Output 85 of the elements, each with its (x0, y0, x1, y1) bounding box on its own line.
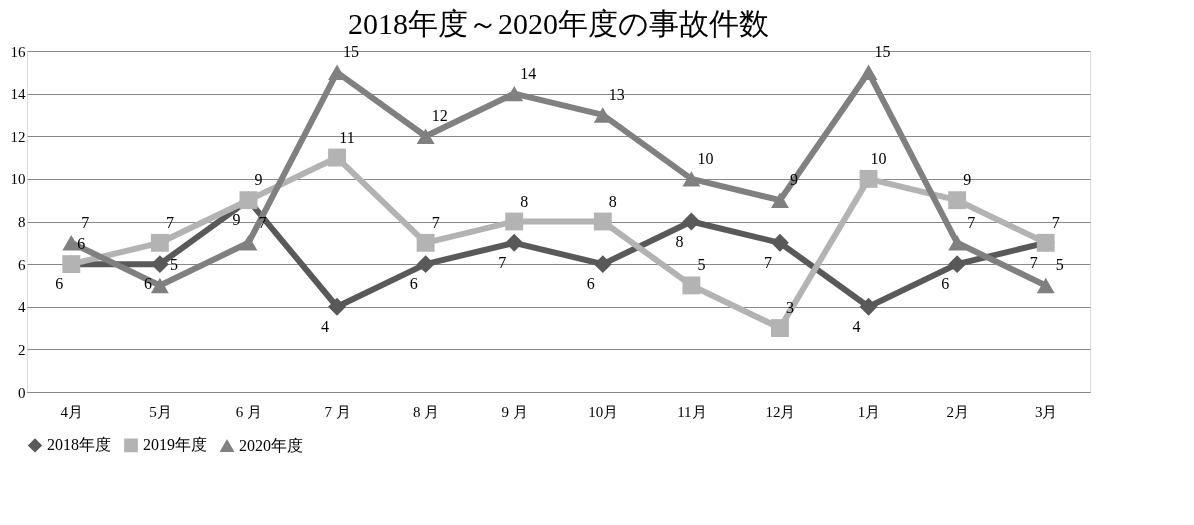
data-label: 15 (343, 43, 360, 61)
data-label: 9 (254, 171, 263, 189)
point (150, 277, 169, 294)
x-tick-label: 1月 (857, 403, 881, 420)
point (239, 235, 258, 251)
data-label: 7 (498, 253, 507, 271)
x-tick-label: 11月 (677, 403, 707, 420)
point (505, 212, 524, 231)
point (416, 128, 435, 144)
point (859, 169, 878, 188)
legend-label: 2020年度 (239, 436, 303, 454)
point (593, 255, 612, 274)
data-label: 14 (520, 64, 537, 82)
point (771, 319, 789, 338)
point (859, 297, 878, 316)
x-tick-label: 8 月 (413, 403, 440, 420)
data-label: 7 (967, 213, 976, 231)
data-label: 7 (431, 213, 440, 231)
data-label: 15 (874, 43, 891, 61)
x-tick-label: 6 月 (235, 403, 263, 420)
data-label: 5 (1055, 256, 1064, 274)
point (328, 148, 346, 167)
x-tick-label: 4月 (60, 403, 84, 420)
data-label: 9 (963, 171, 972, 189)
data-label: 11 (339, 128, 355, 146)
point (682, 171, 701, 187)
y-tick-label: 14 (10, 86, 26, 103)
data-label: 6 (409, 275, 418, 293)
data-label: 10 (697, 149, 714, 167)
data-label: 7 (165, 213, 174, 231)
data-label: 5 (697, 256, 706, 274)
y-tick-label: 2 (18, 341, 26, 358)
x-tick-label: 7 月 (324, 403, 351, 420)
data-label: 6 (941, 275, 950, 293)
point (1036, 277, 1055, 294)
data-label: 4 (321, 317, 330, 335)
y-tick-label: 8 (18, 214, 26, 230)
data-label: 6 (586, 275, 595, 293)
x-tick-label: 10月 (588, 403, 619, 420)
point (593, 212, 612, 231)
point (682, 276, 701, 295)
y-tick-label: 4 (18, 299, 26, 316)
data-label: 3 (785, 299, 794, 317)
x-tick-label: 12月 (765, 403, 796, 420)
point (948, 191, 967, 210)
point (859, 64, 878, 81)
data-label: 12 (431, 107, 448, 125)
x-tick-label: 5月 (149, 403, 172, 420)
data-label: 7 (763, 253, 772, 271)
data-label: 5 (169, 256, 178, 274)
point (948, 235, 967, 251)
point (505, 85, 524, 102)
data-label: 7 (1029, 253, 1038, 271)
y-tick-label: 10 (10, 171, 26, 188)
point (328, 297, 346, 316)
data-label: 13 (608, 85, 625, 103)
point (416, 233, 435, 252)
legend-label: 2018年度 (47, 436, 111, 454)
data-label: 6 (55, 275, 64, 293)
data-label: 6 (143, 275, 152, 293)
data-label: 6 (77, 235, 86, 253)
data-label: 10 (870, 149, 887, 167)
y-tick-label: 0 (18, 384, 26, 401)
chart-title: 2018年度～2020年度の事故件数 (348, 7, 769, 40)
x-tick-label: 9 月 (501, 403, 528, 420)
y-tick-label: 12 (10, 128, 26, 145)
data-label: 8 (608, 192, 617, 210)
data-label: 8 (675, 232, 684, 250)
point (150, 233, 169, 252)
point (416, 255, 435, 274)
data-label: 4 (852, 317, 861, 335)
data-label: 8 (520, 192, 529, 210)
data-label: 7 (81, 213, 90, 231)
point (948, 255, 967, 274)
point (682, 212, 701, 231)
data-label: 9 (232, 211, 241, 229)
y-tick-label: 16 (10, 43, 26, 60)
y-tick-label: 6 (18, 256, 26, 273)
x-tick-label: 2月 (946, 403, 969, 420)
x-tick-label: 3月 (1034, 403, 1058, 420)
point (771, 192, 789, 208)
legend-label: 2019年度 (143, 436, 207, 454)
point (771, 233, 789, 252)
data-label: 7 (1051, 213, 1060, 231)
point (505, 233, 524, 252)
